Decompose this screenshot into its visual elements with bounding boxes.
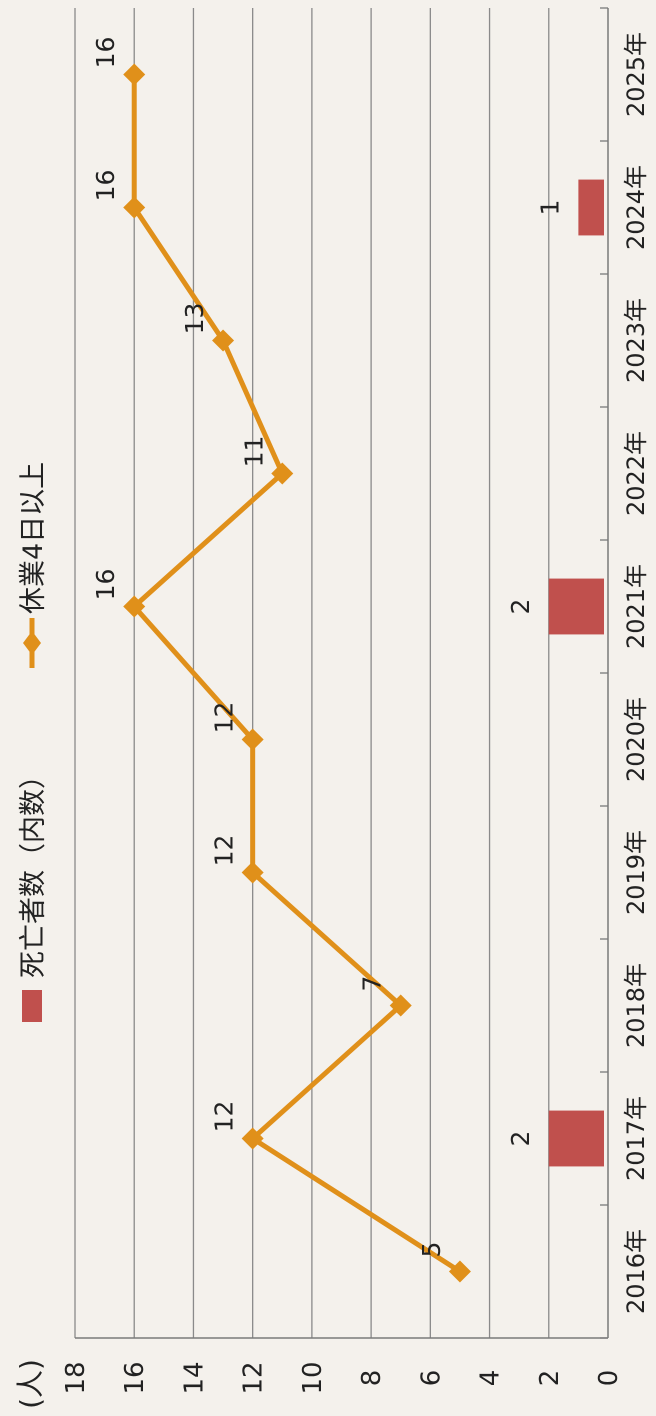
category-label: 2022年 bbox=[622, 431, 650, 516]
legend: 死亡者数（内数） 休業4日以上 bbox=[18, 462, 49, 1022]
category-label: 2021年 bbox=[622, 564, 650, 649]
category-label: 2017年 bbox=[622, 1096, 650, 1181]
category-label: 2023年 bbox=[622, 298, 650, 383]
y-tick-label: 18 bbox=[61, 1361, 91, 1394]
y-tick-label: 16 bbox=[120, 1361, 150, 1394]
bar-data-label: 2 bbox=[506, 599, 535, 615]
line-data-label: 12 bbox=[210, 1101, 239, 1133]
line-point bbox=[123, 595, 146, 618]
category-label: 2018年 bbox=[622, 963, 650, 1048]
line-point bbox=[123, 63, 146, 86]
line-point bbox=[448, 1260, 471, 1283]
category-label: 2025年 bbox=[622, 32, 650, 117]
legend-label-line: 休業4日以上 bbox=[18, 462, 49, 614]
line-data-label: 12 bbox=[210, 835, 239, 867]
y-tick-label: 2 bbox=[535, 1370, 565, 1387]
y-tick-label: 6 bbox=[416, 1370, 446, 1387]
line-point bbox=[123, 196, 146, 219]
axes: 0246810121416182016年2017年2018年2019年2020年… bbox=[14, 7, 650, 1409]
bar bbox=[548, 1110, 604, 1167]
series-line bbox=[131, 74, 462, 1274]
y-tick-label: 8 bbox=[357, 1370, 387, 1387]
y-tick-label: 10 bbox=[298, 1361, 328, 1394]
line-data-label: 5 bbox=[417, 1242, 446, 1258]
line-data-label: 7 bbox=[358, 976, 387, 992]
line-series bbox=[123, 63, 471, 1283]
bar bbox=[548, 578, 604, 635]
y-tick-label: 4 bbox=[476, 1370, 506, 1387]
line-data-label: 12 bbox=[210, 702, 239, 734]
y-tick-label: 12 bbox=[239, 1361, 269, 1394]
y-tick-label: 0 bbox=[594, 1370, 624, 1387]
category-label: 2024年 bbox=[622, 165, 650, 250]
bar-data-label: 2 bbox=[506, 1131, 535, 1147]
line-point bbox=[241, 861, 264, 884]
line-point bbox=[212, 329, 235, 352]
line-data-label: 11 bbox=[239, 436, 268, 468]
line-data-label: 16 bbox=[91, 569, 120, 601]
line-data-label: 13 bbox=[180, 303, 209, 335]
legend-label-bar: 死亡者数（内数） bbox=[18, 762, 49, 978]
line-data-label: 16 bbox=[91, 170, 120, 202]
line-point bbox=[241, 1127, 264, 1150]
y-tick-label: 14 bbox=[179, 1361, 209, 1394]
legend-swatch-marker bbox=[23, 631, 41, 655]
line-data-label: 16 bbox=[91, 37, 120, 69]
grid bbox=[74, 8, 550, 1338]
labels: 2 2 1 5 12 7 12 12 16 11 13 16 16 bbox=[91, 37, 564, 1258]
bar-data-label: 1 bbox=[535, 200, 564, 216]
bar-series bbox=[548, 179, 604, 1167]
unit-label: (人) bbox=[14, 1359, 47, 1409]
line-point bbox=[389, 994, 412, 1017]
line-point bbox=[241, 728, 264, 751]
category-label: 2019年 bbox=[622, 830, 650, 915]
category-label: 2016年 bbox=[622, 1229, 650, 1314]
bar bbox=[578, 179, 604, 236]
legend-swatch-bar bbox=[22, 990, 42, 1022]
category-label: 2020年 bbox=[622, 697, 650, 782]
line-point bbox=[271, 462, 294, 485]
